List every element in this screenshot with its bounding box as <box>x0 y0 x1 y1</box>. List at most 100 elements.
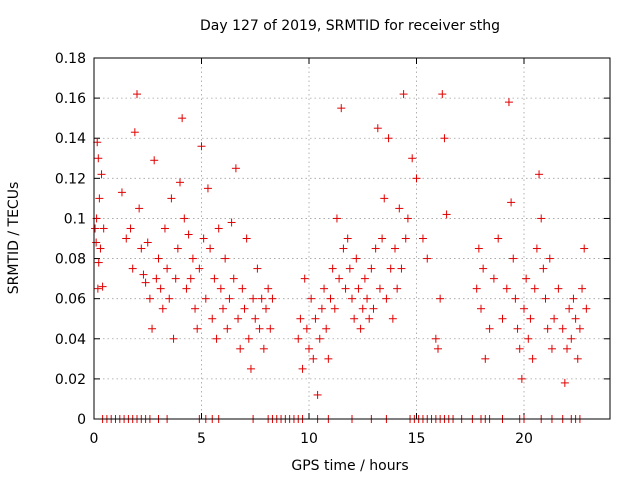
data-point <box>528 354 537 363</box>
data-point <box>315 334 324 343</box>
data-point <box>543 324 552 333</box>
data-point <box>135 204 144 213</box>
data-point <box>206 244 215 253</box>
data-point <box>371 244 380 253</box>
data-point <box>117 188 126 197</box>
data-point <box>547 344 556 353</box>
data-point <box>216 284 225 293</box>
data-point <box>513 324 522 333</box>
data-point <box>223 324 232 333</box>
data-point <box>141 278 150 287</box>
data-point <box>128 264 137 273</box>
data-point <box>255 324 264 333</box>
data-point <box>580 244 589 253</box>
data-point <box>339 244 348 253</box>
data-point <box>298 364 307 373</box>
data-point <box>578 284 587 293</box>
data-point <box>154 254 163 263</box>
y-tick-label: 0 <box>77 412 86 428</box>
data-point <box>498 314 507 323</box>
data-point <box>352 254 361 263</box>
data-point <box>434 344 442 353</box>
data-point <box>313 390 322 399</box>
data-point <box>148 324 157 333</box>
data-point <box>133 90 141 99</box>
data-point <box>262 304 270 313</box>
y-axis-title: SRMTID / TECUs <box>6 182 22 295</box>
data-point <box>395 204 404 213</box>
data-point <box>93 284 102 293</box>
data-point <box>234 314 243 323</box>
data-point <box>171 274 180 283</box>
data-point <box>193 324 202 333</box>
data-point <box>268 294 277 303</box>
data-point <box>145 294 154 303</box>
grid <box>94 58 610 419</box>
data-point <box>137 244 146 253</box>
data-point <box>94 258 103 267</box>
data-point <box>477 304 485 313</box>
data-point <box>472 284 481 293</box>
data-point <box>539 264 548 273</box>
data-point <box>332 214 341 223</box>
data-point <box>302 324 311 333</box>
data-point <box>231 164 240 173</box>
data-point <box>160 224 169 233</box>
data-point <box>509 254 518 263</box>
data-point <box>197 142 206 151</box>
data-point <box>95 194 104 203</box>
data-point <box>294 334 303 343</box>
x-axis-title: GPS time / hours <box>291 458 408 474</box>
data-point <box>173 244 182 253</box>
data-point <box>436 294 445 303</box>
x-tick-label: 15 <box>408 431 426 447</box>
data-point <box>550 314 559 323</box>
tick-labels: 0 0.02 0.04 0.06 0.08 0.1 0.12 0.14 0.16 0.18 0 5 10… <box>55 51 533 447</box>
data-point <box>373 124 382 133</box>
data-point <box>567 334 576 343</box>
data-point <box>188 254 197 263</box>
data-point <box>397 264 406 273</box>
data-point <box>165 294 174 303</box>
data-point <box>257 294 266 303</box>
data-point <box>259 344 268 353</box>
data-point <box>152 274 161 283</box>
data-point <box>219 304 227 313</box>
data-point <box>399 90 408 99</box>
data-point <box>348 294 356 303</box>
data-point <box>545 254 554 263</box>
data-point <box>343 234 352 243</box>
data-point <box>393 284 402 293</box>
data-point <box>388 314 397 323</box>
data-point <box>253 264 262 273</box>
data-point <box>195 264 204 273</box>
data-point <box>365 314 374 323</box>
y-tick-label: 0.14 <box>55 131 86 147</box>
data-point <box>401 234 410 243</box>
data-point <box>317 304 326 313</box>
data-point <box>560 378 569 387</box>
data-point <box>431 334 440 343</box>
data-point <box>532 244 541 253</box>
data-point <box>375 284 384 293</box>
data-point <box>264 284 273 293</box>
data-point <box>178 114 187 123</box>
data-point <box>571 314 580 323</box>
data-point <box>558 324 567 333</box>
data-point <box>526 314 535 323</box>
data-point <box>208 314 217 323</box>
data-point <box>330 304 339 313</box>
data-point <box>122 234 131 243</box>
y-tick-label: 0.18 <box>55 51 86 67</box>
data-point <box>563 344 571 353</box>
data-point <box>167 194 176 203</box>
data-point <box>320 284 329 293</box>
data-point <box>341 284 350 293</box>
x-tick-label: 10 <box>300 431 318 447</box>
data-point <box>93 138 102 147</box>
data-point <box>182 284 191 293</box>
data-point <box>335 274 344 283</box>
data-point <box>225 294 234 303</box>
x-tick-label: 5 <box>197 431 206 447</box>
data-point <box>328 264 337 273</box>
